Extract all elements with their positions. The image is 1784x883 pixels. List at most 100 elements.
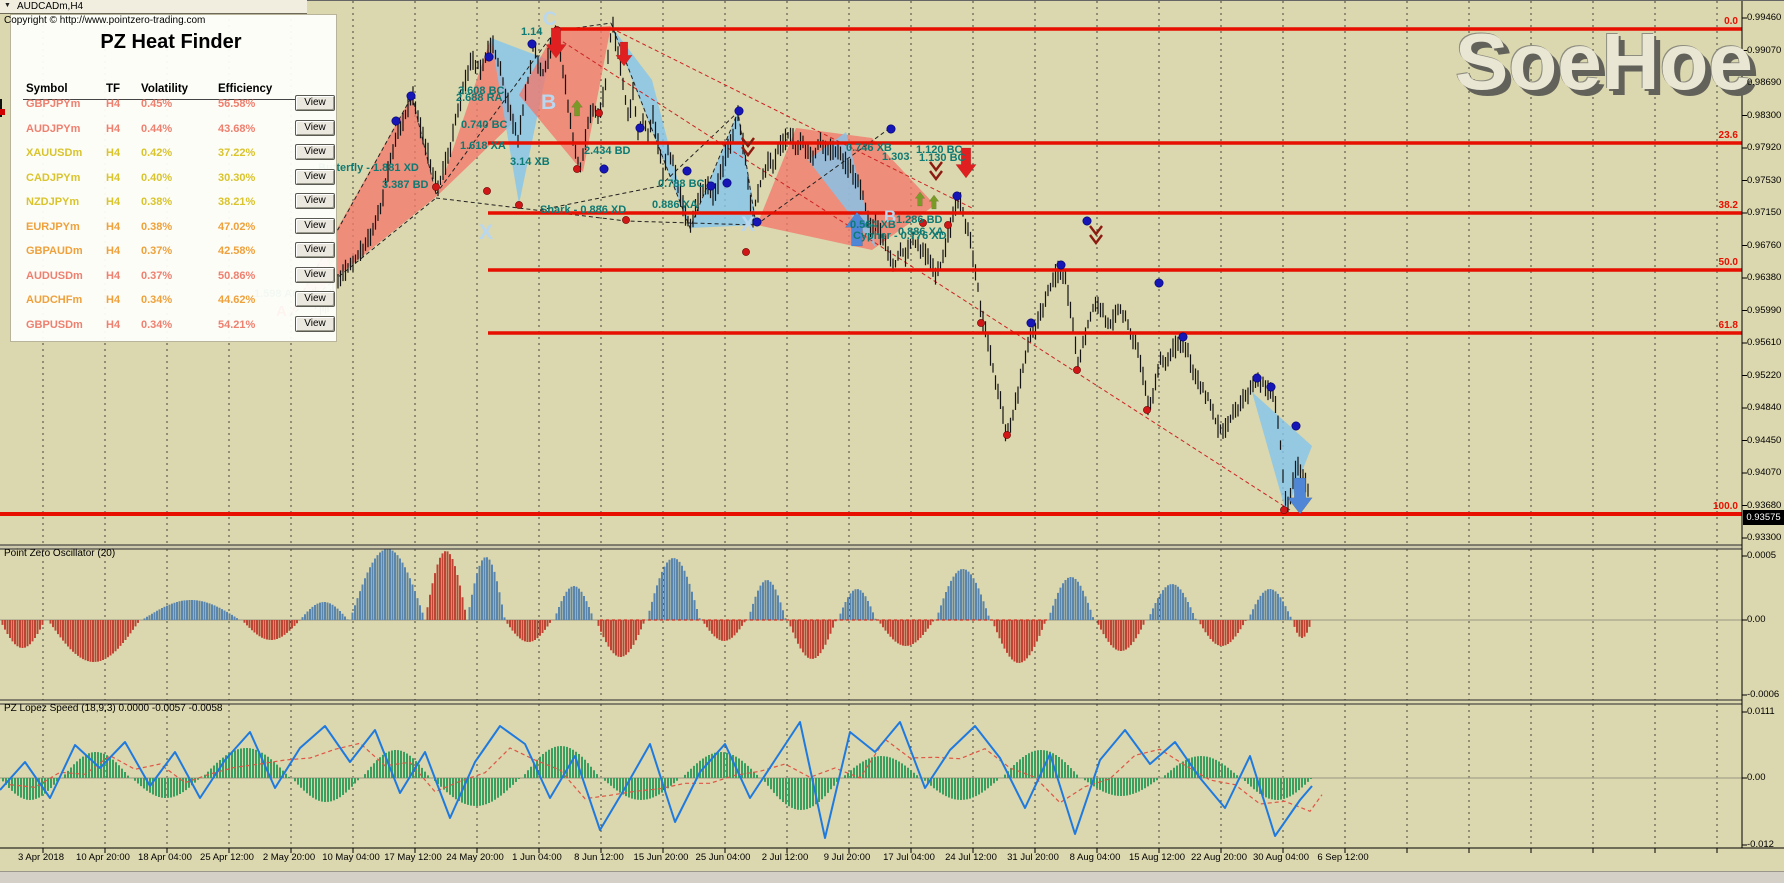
view-button[interactable]: View: [295, 266, 335, 283]
pattern-dot-blue: [682, 166, 692, 176]
symbol-cell: AUDCHFm: [26, 294, 83, 306]
fib-level-label: 23.6: [1718, 130, 1738, 141]
pattern-dot-blue: [734, 106, 744, 116]
pattern-dot-red: [432, 183, 440, 191]
view-button[interactable]: View: [295, 95, 335, 111]
price-label: 0.99460: [1747, 12, 1782, 23]
watermark: SoeHoe: [1455, 17, 1753, 106]
price-label: 0.93300: [1747, 532, 1782, 543]
view-button[interactable]: View: [295, 193, 335, 209]
pattern-dot-blue: [599, 164, 609, 174]
signal-arrow-up-icon: [844, 211, 870, 247]
signal-chevron-down-icon: [929, 161, 943, 181]
pattern-dot-blue: [1178, 332, 1188, 342]
efficiency-cell: 56.58%: [218, 98, 256, 110]
view-button[interactable]: View: [295, 168, 335, 185]
efficiency-cell: 37.22%: [218, 147, 256, 159]
volatility-cell: 0.37%: [141, 269, 173, 282]
signal-arrow-up-icon: [914, 191, 926, 207]
object-anchor[interactable]: [0, 99, 2, 117]
symbol-cell: EURJPYm: [26, 220, 80, 233]
oscillator-axis-label: 0.0005: [1747, 550, 1777, 561]
time-label: 10 Apr 20:00: [76, 852, 130, 863]
time-label: 6 Sep 12:00: [1317, 852, 1369, 863]
efficiency-cell: 38.21%: [218, 196, 256, 208]
pattern-letter: B: [541, 91, 557, 114]
tf-cell: H4: [106, 196, 121, 208]
volatility-cell: 0.37%: [141, 245, 173, 257]
view-button[interactable]: View: [295, 291, 335, 307]
time-label: 15 Aug 12:00: [1129, 852, 1185, 863]
symbol-cell: GBPJPYm: [26, 98, 81, 110]
pattern-label: Shark - 0.886 XD: [540, 204, 627, 216]
view-button[interactable]: View: [295, 119, 335, 136]
price-label: 0.94840: [1747, 402, 1782, 413]
efficiency-cell: 44.62%: [218, 294, 256, 306]
price-label: 0.98300: [1747, 109, 1782, 121]
pattern-dot-blue: [722, 178, 732, 188]
signal-arrow-down-icon: [615, 41, 633, 67]
time-label: 22 Aug 20:00: [1191, 852, 1247, 863]
fib-level-label: 0.0: [1724, 16, 1738, 27]
pattern-label: 0.564 XB: [850, 219, 896, 231]
pattern-dot-blue: [1082, 216, 1092, 226]
price-label: 0.95610: [1747, 337, 1782, 348]
tf-cell: H4: [106, 269, 121, 282]
signal-arrow-up-icon: [571, 99, 583, 117]
pattern-label: 0.886 XA: [652, 199, 698, 211]
efficiency-cell: 43.68%: [218, 122, 256, 135]
pattern-dot-red: [1073, 366, 1081, 374]
time-label: 1 Jun 04:00: [512, 852, 562, 863]
pattern-dot-red: [573, 165, 581, 173]
volatility-cell: 0.45%: [141, 98, 173, 110]
view-button[interactable]: View: [295, 217, 335, 234]
volatility-cell: 0.40%: [141, 171, 173, 184]
chevron-down-icon[interactable]: ▼: [4, 2, 11, 9]
symbol-cell: NZDJPYm: [26, 196, 80, 208]
pattern-dot-blue: [1056, 260, 1066, 270]
view-button[interactable]: View: [295, 242, 335, 258]
price-label: 0.93680: [1747, 499, 1782, 511]
symbol-cell: GBPAUDm: [26, 245, 83, 257]
efficiency-cell: 54.21%: [218, 318, 256, 331]
signal-chevron-down-icon: [741, 137, 755, 157]
time-label: 2 Jul 12:00: [761, 852, 809, 863]
price-label: 0.99070: [1747, 44, 1782, 56]
pattern-dot-blue: [391, 116, 401, 126]
col-header-tf: TF: [106, 83, 121, 95]
pattern-dot-blue: [635, 123, 645, 133]
pattern-label: 2.434 BD: [584, 145, 631, 157]
chart-title-bar: ▼ AUDCADm,H4: [0, 0, 307, 14]
pattern-label: 0.788 BC: [658, 178, 705, 190]
fib-level-label: 50.0: [1718, 257, 1738, 268]
pattern-dot-red: [1003, 431, 1011, 439]
tf-cell: H4: [106, 98, 121, 110]
view-button[interactable]: View: [295, 144, 335, 160]
price-label: 0.98690: [1747, 77, 1782, 88]
pattern-dot-red: [515, 201, 523, 209]
pattern-letter: X: [741, 213, 756, 236]
time-label: 18 Apr 04:00: [138, 852, 192, 863]
tf-cell: H4: [106, 318, 121, 331]
pattern-dot-red: [742, 248, 750, 256]
time-label: 3 Apr 2018: [18, 852, 64, 863]
view-button[interactable]: View: [295, 315, 335, 332]
header-divider: [23, 99, 315, 100]
pattern-dot-red: [919, 219, 927, 227]
volatility-cell: 0.34%: [141, 294, 173, 306]
heat-finder-panel: PZ Heat Finder Symbol TF Volatility Effi…: [10, 14, 337, 342]
object-anchor-handle[interactable]: [0, 109, 5, 115]
pattern-dot-blue: [1291, 421, 1301, 431]
pattern-dot-red: [622, 216, 630, 224]
pattern-dot-blue: [1026, 318, 1036, 328]
pattern-dot-red: [977, 319, 985, 327]
pattern-dot-blue: [706, 181, 716, 191]
pattern-label: 0.740 BC: [461, 119, 508, 131]
time-label: 8 Jun 12:00: [574, 852, 624, 863]
pattern-label: 3.14 XB: [510, 156, 550, 168]
oscillator-axis-label: 0.0111: [1747, 706, 1775, 717]
time-label: 24 May 20:00: [446, 852, 504, 863]
tf-cell: H4: [106, 147, 121, 159]
